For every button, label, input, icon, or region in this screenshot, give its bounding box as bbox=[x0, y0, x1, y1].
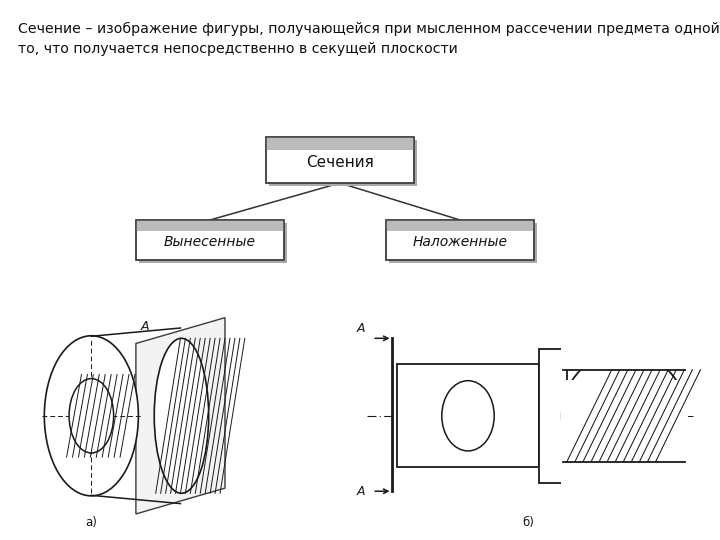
Text: Сечение – изображение фигуры, получающейся при мысленном рассечении предмета одн: Сечение – изображение фигуры, получающей… bbox=[18, 22, 720, 56]
Bar bbox=[136, 220, 284, 231]
Ellipse shape bbox=[154, 339, 209, 493]
Text: Сечения: Сечения bbox=[306, 155, 374, 170]
Bar bbox=[136, 220, 284, 260]
Text: A: A bbox=[141, 320, 149, 333]
Bar bbox=[539, 349, 567, 483]
Text: а): а) bbox=[86, 516, 97, 529]
Text: б): б) bbox=[523, 516, 534, 529]
Bar bbox=[269, 140, 417, 186]
Bar bbox=[386, 220, 534, 231]
Text: Наложенные: Наложенные bbox=[413, 235, 508, 249]
Bar bbox=[561, 380, 688, 485]
Bar bbox=[561, 300, 688, 370]
Bar bbox=[386, 220, 534, 260]
Ellipse shape bbox=[45, 336, 138, 496]
Bar bbox=[266, 137, 414, 183]
Circle shape bbox=[562, 352, 687, 480]
Bar bbox=[139, 223, 287, 263]
Bar bbox=[386, 220, 534, 260]
Bar bbox=[389, 223, 537, 263]
Bar bbox=[266, 137, 414, 183]
Polygon shape bbox=[136, 318, 225, 514]
Bar bbox=[136, 220, 284, 260]
Text: А-А: А-А bbox=[603, 313, 625, 326]
Bar bbox=[266, 137, 414, 150]
Text: A: A bbox=[357, 322, 366, 335]
Ellipse shape bbox=[69, 379, 114, 453]
Ellipse shape bbox=[442, 381, 494, 451]
Text: Вынесенные: Вынесенные bbox=[164, 235, 256, 249]
Text: A: A bbox=[357, 485, 366, 498]
Bar bbox=[397, 364, 539, 468]
